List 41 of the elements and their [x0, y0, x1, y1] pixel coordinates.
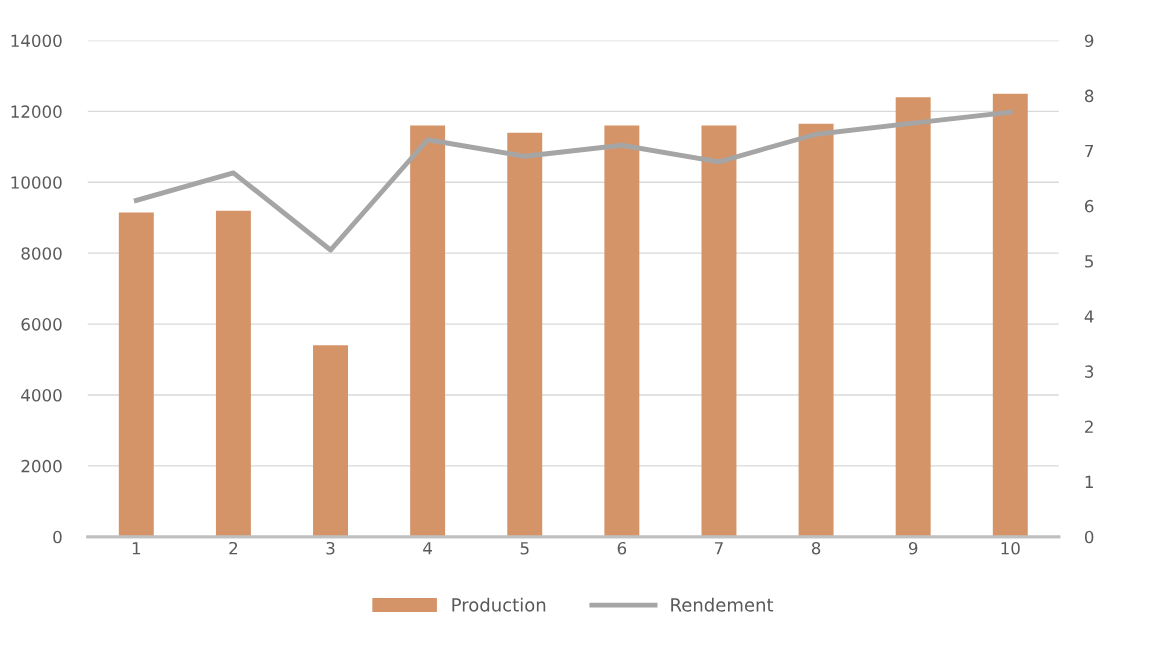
x-tick-label: 6 — [617, 541, 627, 555]
y-tick-label: 4000 — [21, 388, 62, 402]
y2-tick-label: 7 — [1085, 144, 1094, 158]
bar — [215, 210, 251, 537]
bar — [798, 123, 834, 537]
y-tick-label: 6000 — [21, 318, 62, 331]
x-tick-label: 4 — [423, 542, 432, 555]
legend-label: Rendement — [671, 597, 774, 612]
line-series — [133, 109, 1013, 253]
x-tick-label: 9 — [908, 541, 918, 555]
bar — [701, 125, 737, 537]
bar — [410, 125, 446, 537]
y2-tick-label: 8 — [1084, 89, 1094, 103]
x-tick-label: 5 — [520, 542, 529, 555]
x-tick-label: 7 — [715, 542, 723, 555]
x-tick-label: 10 — [1001, 541, 1020, 555]
y2-tick-label: 2 — [1085, 420, 1093, 433]
bar — [507, 132, 543, 537]
y-tick-label: 0 — [53, 530, 62, 544]
x-tick-label: 3 — [326, 541, 335, 555]
y-tick-label: 2000 — [21, 459, 62, 473]
bar — [313, 345, 348, 537]
y-tick-label: 12000 — [11, 105, 62, 118]
x-tick-label: 2 — [229, 541, 238, 555]
y2-tick-label: 1 — [1085, 475, 1093, 488]
y2-tick-label: 3 — [1085, 365, 1094, 378]
bar — [118, 212, 154, 537]
y2-tick-label: 9 — [1084, 34, 1094, 48]
bar — [604, 125, 640, 537]
y2-tick-label: 4 — [1084, 310, 1094, 323]
x-tick-label: 1 — [132, 542, 141, 555]
bar — [895, 97, 931, 537]
y2-tick-label: 6 — [1085, 199, 1094, 213]
legend-label: Production — [452, 597, 546, 612]
y-tick-label: 10000 — [11, 176, 62, 189]
y-tick-label: 8000 — [21, 247, 62, 260]
x-tick-label: 8 — [811, 541, 821, 555]
y2-tick-label: 5 — [1085, 255, 1093, 268]
bar — [992, 93, 1028, 537]
y-tick-label: 14000 — [11, 34, 62, 48]
y2-tick-label: 0 — [1084, 530, 1094, 544]
